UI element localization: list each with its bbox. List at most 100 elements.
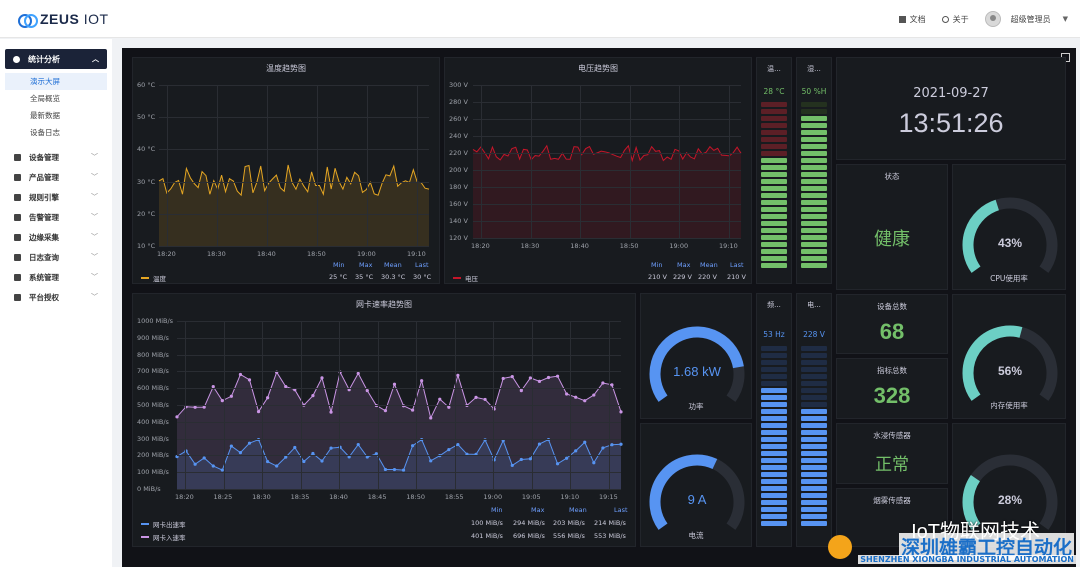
bar-segment xyxy=(801,507,827,512)
current-gauge-panel: 9 A 电流 xyxy=(640,423,752,547)
bar-segment xyxy=(801,388,827,393)
legend-header-mean: Mean xyxy=(384,261,402,269)
data-point xyxy=(601,381,605,385)
top-right-nav: 文档 关于 超级管理员 ▼ xyxy=(898,8,1068,30)
sidebar-item-log-query[interactable]: 日志查询 ﹀ xyxy=(0,247,112,267)
data-point xyxy=(501,376,505,381)
data-point xyxy=(429,459,433,463)
grid-line xyxy=(377,321,379,489)
sidebar-item-license[interactable]: 平台授权 ﹀ xyxy=(0,287,112,307)
sidebar-item-label: 系统管理 xyxy=(29,272,59,282)
y-tick-label: 220 V xyxy=(449,149,468,157)
data-point xyxy=(410,444,415,448)
net-in-mean: 556 MiB/s xyxy=(553,532,585,540)
x-tick-label: 18:30 xyxy=(520,242,540,250)
sidebar-item-edge[interactable]: 边缘采集 ﹀ xyxy=(0,227,112,247)
sidebar-item-alarms[interactable]: 告警管理 ﹀ xyxy=(0,207,112,227)
legend-series-name: 电压 xyxy=(465,275,478,283)
hum-bar-gauge-panel: 湿... 50 %H xyxy=(796,57,832,284)
current-gauge: 9 A xyxy=(649,454,745,530)
sidebar-subitem-overview[interactable]: 全局概览 xyxy=(30,94,60,103)
y-tick-label: 280 V xyxy=(449,98,468,106)
data-point xyxy=(392,467,397,472)
data-point xyxy=(447,405,451,409)
temp-gauge-value: 28 °C xyxy=(763,87,785,96)
grid-line xyxy=(177,489,621,490)
sidebar-item-products[interactable]: 产品管理 ﹀ xyxy=(0,167,112,187)
bar-segment xyxy=(761,374,787,379)
mem-gauge-panel: 56% 内存使用率 xyxy=(952,294,1066,419)
bar-segment xyxy=(801,193,827,198)
x-tick-label: 18:30 xyxy=(252,493,271,501)
mem-gauge-fill xyxy=(962,325,1023,401)
y-tick-label: 400 MiB/s xyxy=(137,417,169,426)
bar-segment xyxy=(801,514,827,519)
temp-stat-min: 25 °C xyxy=(329,273,348,281)
sidebar-item-devices[interactable]: 设备管理 ﹀ xyxy=(0,147,112,167)
net-legend-out[interactable]: 网卡出速率 xyxy=(141,519,186,529)
temp-legend-series[interactable]: 温度 xyxy=(141,273,166,283)
mem-gauge: 56% xyxy=(962,325,1058,401)
bar-segment xyxy=(761,430,787,435)
bar-segment xyxy=(801,416,827,421)
grid-line xyxy=(473,221,741,222)
data-point xyxy=(519,457,523,462)
bar-segment xyxy=(761,416,787,421)
status-panel: 状态 健康 xyxy=(836,164,948,290)
bar-segment xyxy=(801,486,827,491)
x-tick-label: 18:40 xyxy=(570,242,589,250)
data-point xyxy=(311,451,315,456)
net-out-min: 100 MiB/s xyxy=(471,519,503,527)
volt-stat-mean: 220 V xyxy=(698,273,717,281)
volt-legend-series[interactable]: 电压 xyxy=(453,273,478,283)
docs-link[interactable]: 文档 xyxy=(898,14,926,25)
power-gauge-fill xyxy=(649,326,744,402)
grid-line xyxy=(317,85,318,246)
bar-segment xyxy=(761,263,787,268)
bar-segment xyxy=(761,353,787,358)
logo[interactable]: ZEUS IOT xyxy=(18,10,109,28)
data-point xyxy=(320,376,324,380)
data-point xyxy=(256,410,261,414)
devices-icon xyxy=(14,153,21,161)
bar-segment xyxy=(761,256,787,261)
y-tick-label: 60 °C xyxy=(137,81,156,89)
data-point xyxy=(610,443,614,447)
sidebar-item-system[interactable]: 系统管理 ﹀ xyxy=(0,267,112,287)
user-menu[interactable]: 超级管理员 ▼ xyxy=(984,11,1068,27)
rules-icon xyxy=(14,193,21,201)
grid-line xyxy=(177,371,621,373)
net-legend-in[interactable]: 网卡入速率 xyxy=(141,532,186,542)
sidebar-group-stats[interactable]: 统计分析 ︿ xyxy=(5,49,107,69)
volt-chart-panel: 电压趋势图 Min Max Mean Last 电压 210 V 229 V 2… xyxy=(444,57,752,284)
data-point xyxy=(220,468,224,472)
bar-segment xyxy=(761,458,787,463)
cpu-gauge-label: CPU使用率 xyxy=(990,274,1028,283)
series-line xyxy=(176,438,622,471)
bar-segment xyxy=(761,388,787,393)
volt-bar-gauge-panel: 电... 228 V xyxy=(796,293,832,547)
legend-series-name: 温度 xyxy=(153,275,166,283)
x-tick-label: 19:00 xyxy=(483,493,503,501)
net-out-mean: 203 MiB/s xyxy=(553,519,585,527)
bar-segment xyxy=(801,451,827,456)
sidebar-subitem-demo[interactable]: 演示大屏 xyxy=(5,73,107,90)
bar-segment xyxy=(801,137,827,142)
data-point xyxy=(456,373,460,377)
bar-segment xyxy=(801,102,827,107)
legend-header-last: Last xyxy=(614,506,628,514)
sidebar-item-label: 边缘采集 xyxy=(29,232,59,242)
sidebar-item-rules[interactable]: 规则引擎 ﹀ xyxy=(0,187,112,207)
bar-segment xyxy=(761,493,787,498)
about-link[interactable]: 关于 xyxy=(941,14,969,25)
about-label: 关于 xyxy=(952,14,969,24)
data-point xyxy=(193,405,197,409)
sidebar-subitem-latest[interactable]: 最新数据 xyxy=(30,111,60,120)
bar-segment xyxy=(761,102,787,107)
bar-segment xyxy=(761,137,787,142)
legend-header-mean: Mean xyxy=(700,261,718,269)
grid-line xyxy=(177,321,621,322)
y-tick-label: 260 V xyxy=(449,115,468,123)
sidebar-subitem-logs[interactable]: 设备日志 xyxy=(30,128,60,137)
logo-bold: ZEUS xyxy=(40,11,80,27)
